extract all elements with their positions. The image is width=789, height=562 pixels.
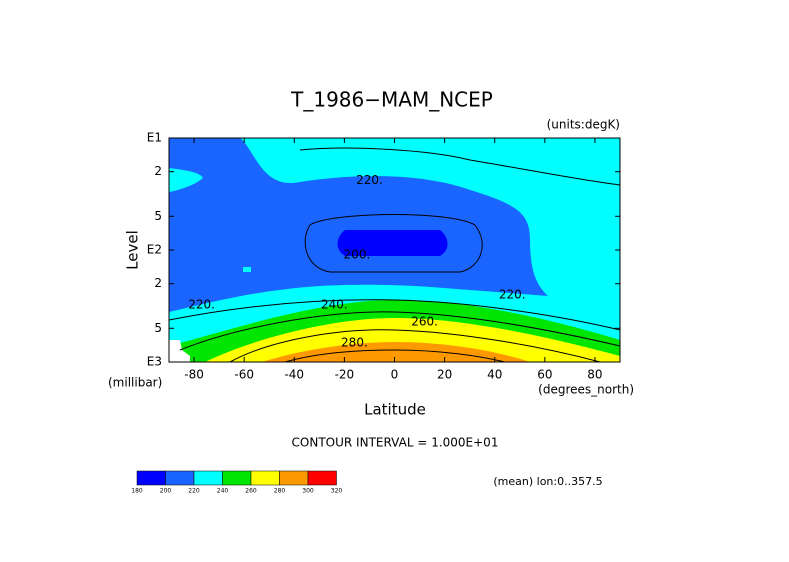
colorbar-box (222, 470, 252, 486)
contour-label: 200. (344, 248, 371, 262)
colorbar-label: 260 (245, 488, 257, 495)
contour-label: 220. (356, 173, 383, 187)
contour-line (304, 214, 483, 273)
x-tick-label: -20 (335, 368, 355, 382)
y-tick-label: E3 (147, 355, 162, 369)
y-tick-label: E2 (147, 243, 162, 257)
contour-band (337, 230, 448, 256)
missing-data (169, 340, 190, 362)
colorbar-label: 220 (188, 488, 200, 495)
x-unit-label: (degrees_north) (538, 383, 634, 397)
x-tick-label: 0 (391, 368, 399, 382)
colorbar-box (307, 470, 337, 486)
contour-label: 220. (188, 298, 215, 312)
contour-line (168, 299, 621, 331)
contour-line (299, 147, 621, 186)
contour-band (169, 138, 548, 312)
x-tick-label: 40 (487, 368, 502, 382)
colorbar-box (279, 470, 309, 486)
y-tick-label: 5 (154, 321, 162, 335)
x-tick-label: 20 (437, 368, 452, 382)
contour-label: 260. (411, 315, 438, 329)
colorbar-label: 180 (131, 488, 143, 495)
colorbar-label: 300 (302, 488, 314, 495)
colorbar-box (136, 470, 166, 486)
contour-label: 240. (321, 298, 348, 312)
x-axis-label: Latitude (364, 401, 426, 419)
y-tick-label: 5 (154, 209, 162, 223)
colorbar-box (250, 470, 280, 486)
colorbar-box (193, 470, 223, 486)
colorbar-label: 320 (331, 488, 343, 495)
contour-band (262, 342, 530, 362)
x-tick-label: -80 (184, 368, 204, 382)
contour-line (179, 311, 621, 351)
y-axis-label: Level (124, 230, 142, 270)
y-tick-label: 2 (154, 164, 162, 178)
contour-band (169, 168, 203, 192)
contour-label: 280. (341, 335, 368, 349)
y-tick-label: E1 (147, 131, 162, 145)
contour-line (284, 349, 506, 363)
y-unit-label: (millibar) (108, 376, 162, 390)
colorbar-label: 240 (217, 488, 229, 495)
contour-line (229, 329, 601, 363)
colorbar-label: 200 (160, 488, 172, 495)
contour-label: 220. (499, 287, 526, 301)
y-tick-label: 2 (154, 276, 162, 290)
colorbar-box (165, 470, 195, 486)
units-label: (units:degK) (547, 118, 620, 132)
x-tick-label: 60 (537, 368, 552, 382)
colorbar-label: 280 (274, 488, 286, 495)
contour-interval: CONTOUR INTERVAL = 1.000E+01 (292, 436, 499, 450)
x-tick-label: 80 (587, 368, 602, 382)
small-patch (243, 267, 251, 272)
x-tick-label: -40 (284, 368, 304, 382)
plot-area (168, 137, 621, 363)
footer: (mean) lon:0..357.5 (493, 475, 602, 488)
chart-title: T_1986−MAM_NCEP (290, 88, 493, 112)
x-tick-label: -60 (234, 368, 254, 382)
